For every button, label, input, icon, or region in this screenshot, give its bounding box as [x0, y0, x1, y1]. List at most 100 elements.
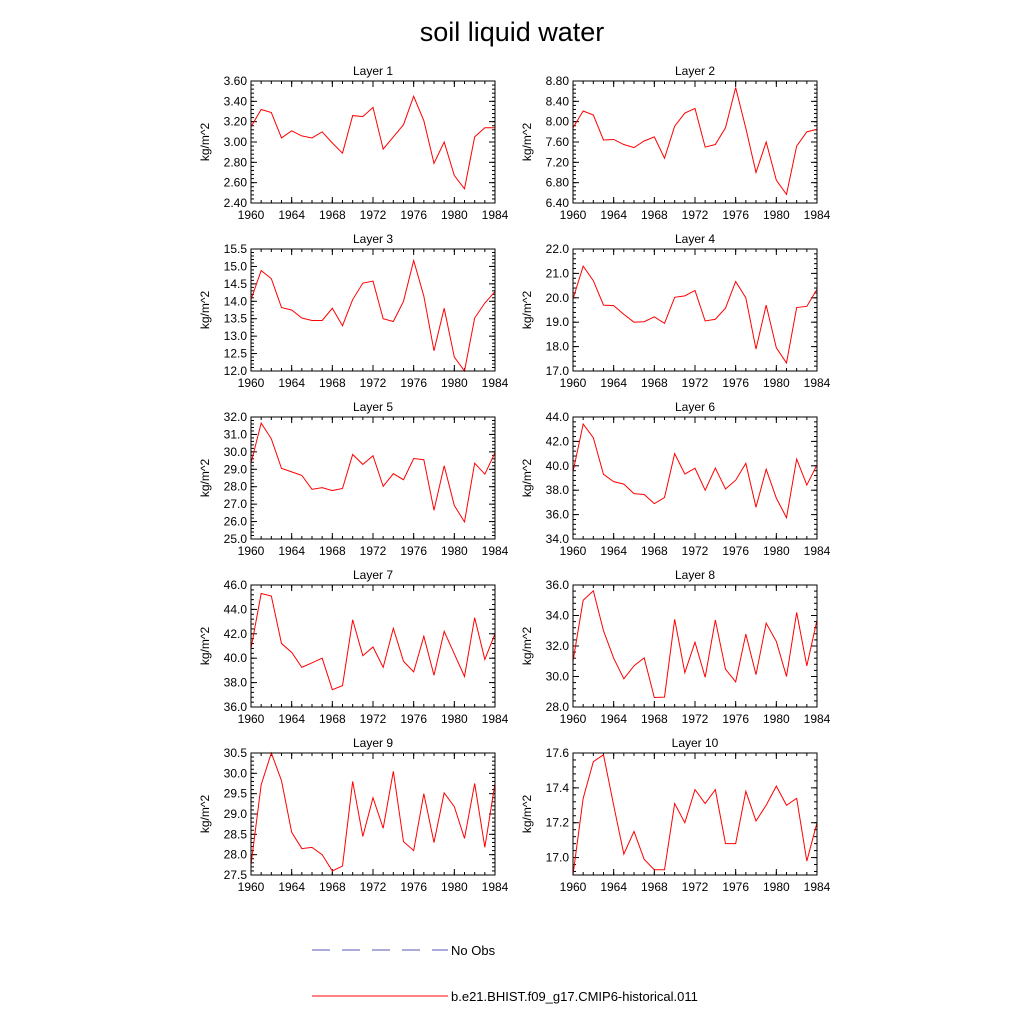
series-line-layer-4: [572, 264, 818, 365]
x-tick-label: 1976: [400, 208, 427, 222]
panel-title: Layer 1: [353, 64, 393, 78]
y-tick-label: 3.20: [224, 115, 248, 129]
x-tick-label: 1972: [360, 376, 387, 390]
y-tick-label: 27.5: [224, 868, 248, 882]
y-axis-label: kg/m^2: [198, 459, 212, 498]
series-line-layer-6: [572, 422, 818, 520]
y-tick-label: 12.5: [224, 347, 248, 361]
y-tick-label: 3.60: [224, 74, 248, 88]
x-tick-label: 1972: [682, 544, 709, 558]
y-axis-label: kg/m^2: [520, 291, 534, 330]
y-tick-label: 36.0: [224, 700, 248, 714]
x-tick-label: 1968: [641, 544, 668, 558]
x-tick-label: 1960: [238, 376, 265, 390]
y-tick-label: 17.4: [546, 781, 570, 795]
x-tick-label: 1960: [560, 712, 587, 726]
x-tick-label: 1976: [400, 544, 427, 558]
y-tick-label: 2.40: [224, 196, 248, 210]
y-tick-label: 29.0: [224, 462, 248, 476]
x-tick-label: 1968: [641, 376, 668, 390]
y-tick-label: 42.0: [224, 627, 248, 641]
x-tick-label: 1984: [482, 376, 509, 390]
panel-title: Layer 7: [353, 568, 393, 582]
plot-frame: [250, 248, 496, 372]
panel-layer-1: Layer 1 1960 1964 1968 1972 1976 1980 1984 2.40 2…: [198, 64, 509, 222]
x-tick-label: 1980: [763, 712, 790, 726]
panel-layer-5: Layer 5 1960 1964 1968 1972 1976 1980 1984 25.0 2…: [198, 400, 509, 558]
x-tick-label: 1972: [360, 712, 387, 726]
panel-title: Layer 4: [675, 232, 715, 246]
x-tick-label: 1980: [441, 208, 468, 222]
y-axis-label: kg/m^2: [520, 795, 534, 834]
y-axis-label: kg/m^2: [198, 627, 212, 666]
y-tick-label: 36.0: [546, 578, 570, 592]
series-line-layer-10: [572, 753, 818, 876]
x-tick-label: 1976: [722, 376, 749, 390]
x-tick-label: 1980: [441, 712, 468, 726]
x-tick-label: 1968: [319, 880, 346, 894]
panel-title: Layer 8: [675, 568, 715, 582]
panel-title: Layer 5: [353, 400, 393, 414]
series-line-layer-9: [250, 751, 496, 872]
x-tick-label: 1984: [804, 880, 831, 894]
x-tick-label: 1980: [763, 880, 790, 894]
x-tick-label: 1984: [804, 544, 831, 558]
panel-title: Layer 6: [675, 400, 715, 414]
y-tick-label: 32.0: [224, 410, 248, 424]
series-line-layer-3: [250, 258, 496, 373]
x-tick-label: 1976: [400, 376, 427, 390]
x-tick-label: 1976: [400, 712, 427, 726]
y-tick-label: 46.0: [224, 578, 248, 592]
x-tick-label: 1960: [238, 880, 265, 894]
panel-layer-4: Layer 4 1960 1964 1968 1972 1976 1980 1984 17.0 1…: [520, 232, 831, 390]
legend-obs-label: No Obs: [451, 943, 496, 958]
y-tick-label: 38.0: [546, 483, 570, 497]
x-tick-label: 1980: [441, 880, 468, 894]
y-tick-label: 13.5: [224, 312, 248, 326]
panel-title: Layer 9: [353, 736, 393, 750]
x-tick-label: 1980: [441, 376, 468, 390]
panels-group: Layer 1 1960 1964 1968 1972 1976 1980 1984 2.40 2…: [198, 64, 831, 894]
y-tick-label: 17.6: [546, 746, 570, 760]
y-tick-label: 27.0: [224, 497, 248, 511]
x-tick-label: 1976: [722, 880, 749, 894]
x-tick-label: 1972: [682, 880, 709, 894]
y-tick-label: 14.0: [224, 294, 248, 308]
y-tick-label: 34.0: [546, 609, 570, 623]
x-tick-label: 1968: [319, 544, 346, 558]
x-tick-label: 1968: [319, 376, 346, 390]
y-tick-label: 28.0: [546, 700, 570, 714]
y-tick-label: 30.0: [224, 766, 248, 780]
y-tick-label: 21.0: [546, 266, 570, 280]
y-tick-label: 28.0: [224, 480, 248, 494]
x-tick-label: 1960: [560, 880, 587, 894]
y-tick-label: 6.40: [546, 196, 570, 210]
y-tick-label: 13.0: [224, 329, 248, 343]
panel-layer-7: Layer 7 1960 1964 1968 1972 1976 1980 1984 36.0 3…: [198, 568, 509, 726]
y-tick-label: 26.0: [224, 515, 248, 529]
figure-title: soil liquid water: [420, 17, 605, 47]
x-tick-label: 1964: [600, 880, 627, 894]
plot-frame: [572, 248, 818, 372]
x-tick-label: 1972: [360, 208, 387, 222]
panel-layer-2: Layer 2 1960 1964 1968 1972 1976 1980 1984 6.40 6…: [520, 64, 831, 222]
y-tick-label: 34.0: [546, 532, 570, 546]
x-tick-label: 1968: [641, 712, 668, 726]
y-tick-label: 44.0: [546, 410, 570, 424]
x-tick-label: 1960: [560, 208, 587, 222]
y-tick-label: 15.0: [224, 259, 248, 273]
x-tick-label: 1968: [641, 208, 668, 222]
panel-title: Layer 3: [353, 232, 393, 246]
x-tick-label: 1984: [804, 208, 831, 222]
x-tick-label: 1972: [682, 712, 709, 726]
x-tick-label: 1964: [278, 880, 305, 894]
x-tick-label: 1984: [482, 880, 509, 894]
x-tick-label: 1968: [319, 208, 346, 222]
y-tick-label: 30.0: [224, 445, 248, 459]
y-tick-label: 6.80: [546, 176, 570, 190]
y-tick-label: 8.80: [546, 74, 570, 88]
plot-frame: [572, 416, 818, 540]
x-tick-label: 1960: [238, 712, 265, 726]
y-tick-label: 17.0: [546, 851, 570, 865]
y-tick-label: 31.0: [224, 427, 248, 441]
